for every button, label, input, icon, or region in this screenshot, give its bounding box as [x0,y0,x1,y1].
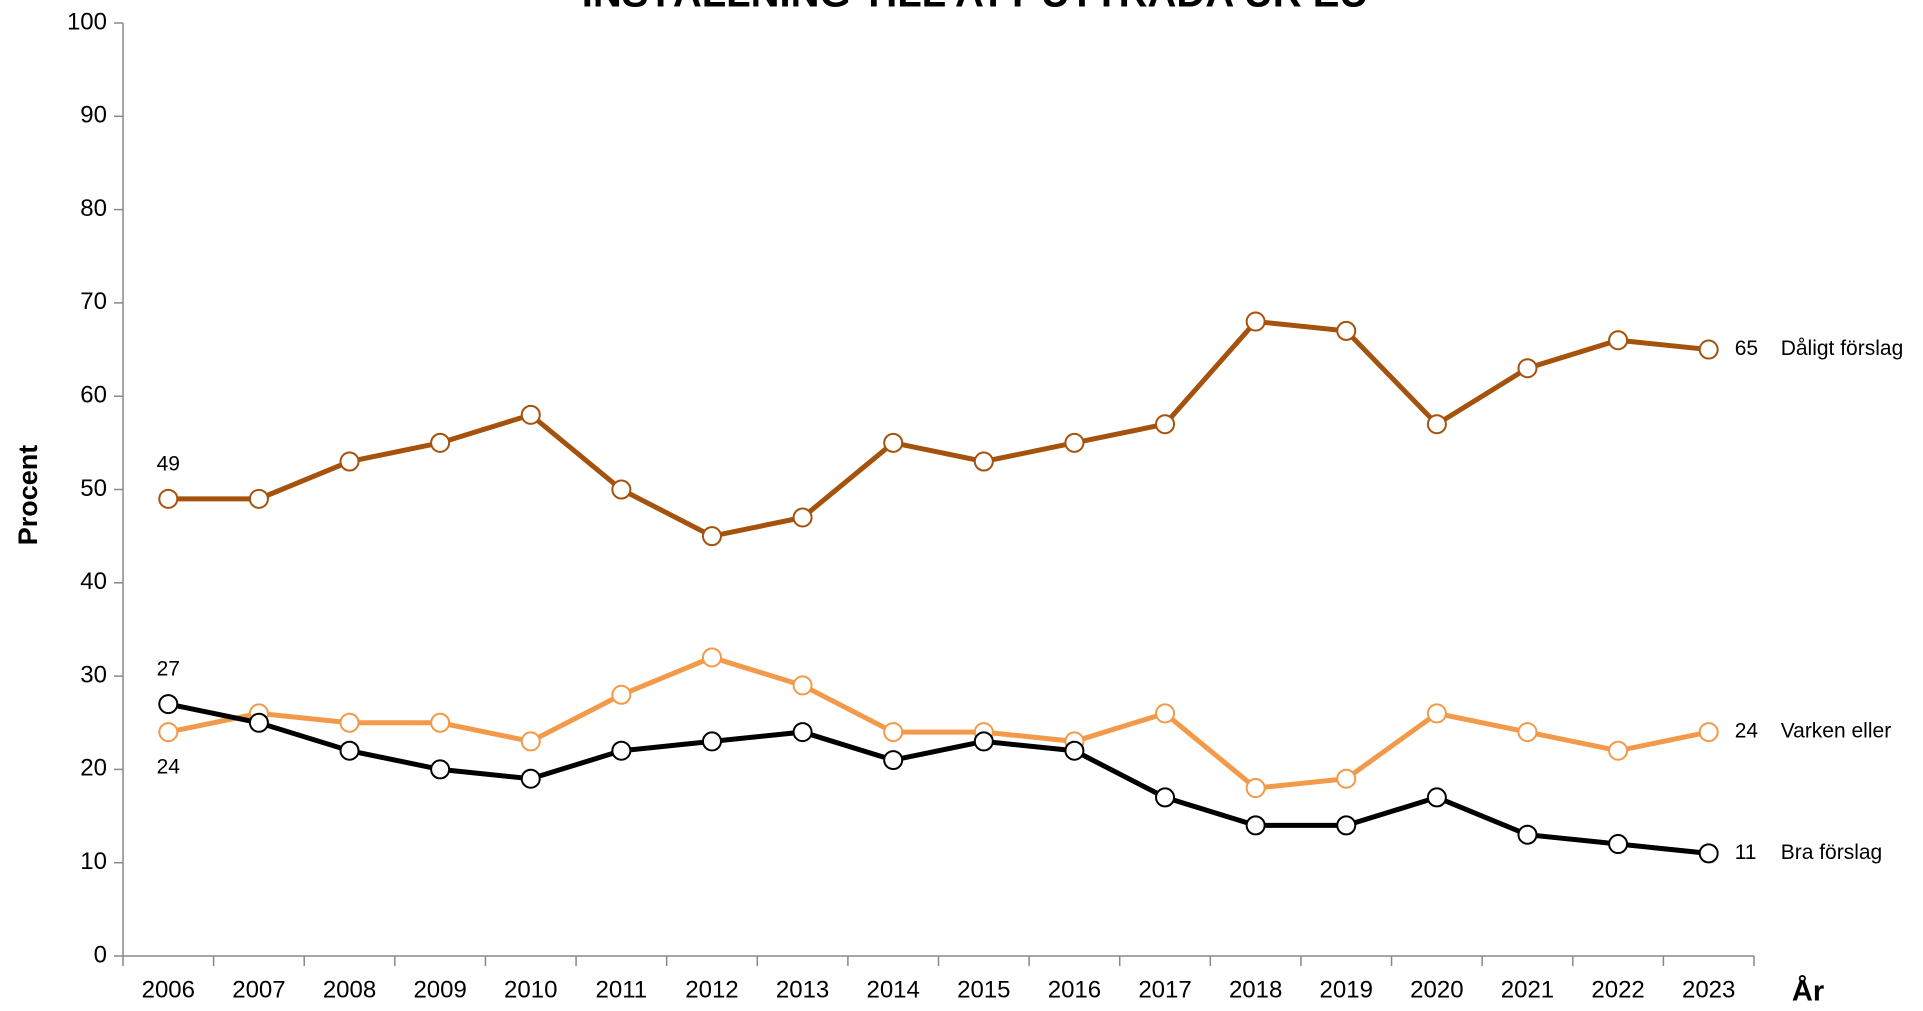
point [248,712,269,733]
series-name-label: Dåligt förslag [1781,337,1904,360]
x-tick-label: 2006 [142,976,195,1003]
point [1245,311,1266,332]
point [430,712,451,733]
point [611,740,632,761]
series-name-label: Bra förslag [1781,841,1883,864]
end-value-label: 65 [1735,337,1758,360]
x-tick-label: 2016 [1048,976,1101,1003]
x-tick-label: 2009 [413,976,466,1003]
point [1608,740,1629,761]
point [1155,414,1176,435]
series-line [167,701,1709,856]
x-tick-label: 2007 [232,976,285,1003]
series-line [167,654,1710,791]
point [520,731,541,752]
chart-title: INSTÄLLNING TILL ATT UTTRÄDA UR EU [582,0,1369,16]
point [1336,815,1357,836]
x-tick-label: 2013 [776,976,829,1003]
x-tick-label: 2010 [504,976,557,1003]
point [339,712,360,733]
start-value-label: 27 [157,658,180,681]
point [1064,740,1085,761]
y-tick-label: 30 [80,661,107,688]
y-tick-label: 10 [80,848,107,875]
point [1155,787,1176,808]
point [158,722,179,743]
point [1426,414,1447,435]
point [1245,815,1266,836]
point [248,488,269,509]
point [1336,320,1357,341]
point [701,731,722,752]
y-tick-label: 20 [80,755,107,782]
point [883,750,904,771]
point [1336,768,1357,789]
point [792,675,813,696]
series-name-label: Varken eller [1781,720,1892,743]
x-tick-label: 2011 [596,976,648,1003]
y-tick-label: 70 [80,288,107,315]
start-value-label: 49 [157,452,180,475]
x-tick-label: 2017 [1138,976,1191,1003]
y-tick-label: 90 [80,102,107,129]
x-tick-label: 2020 [1410,976,1463,1003]
point [1426,787,1447,808]
point [1698,722,1719,743]
point [1245,778,1266,799]
point [1155,703,1176,724]
point [1608,834,1629,855]
y-tick-label: 100 [67,8,107,35]
point [973,451,994,472]
y-tick-label: 80 [80,195,107,222]
point [611,479,632,500]
point [973,731,994,752]
y-axis-label: Procent [13,445,43,546]
point [430,432,451,453]
point [701,647,722,668]
point [158,694,179,715]
end-value-label: 11 [1735,841,1757,864]
x-tick-label: 2008 [323,976,376,1003]
x-tick-label: 2012 [685,976,738,1003]
point [792,722,813,743]
x-tick-label: 2019 [1320,976,1373,1003]
x-tick-label: 2014 [866,976,919,1003]
x-tick-label: 2021 [1501,976,1554,1003]
x-axis-label: År [1792,975,1824,1008]
point [1517,358,1538,379]
point [520,768,541,789]
point [1698,843,1719,864]
series-line [168,318,1709,539]
point [1064,432,1085,453]
x-tick-label: 2015 [957,976,1010,1003]
point [339,740,360,761]
point [701,526,722,547]
point [1426,703,1447,724]
y-tick-label: 0 [94,941,107,968]
point [792,507,813,528]
x-tick-label: 2018 [1229,976,1282,1003]
point [158,488,179,509]
end-value-label: 24 [1735,720,1759,743]
point [883,432,904,453]
point [1517,824,1538,845]
x-tick-label: 2022 [1591,976,1644,1003]
y-tick-label: 40 [80,568,107,595]
start-value-label: 24 [157,756,181,779]
x-tick-label: 2023 [1682,976,1735,1003]
point [339,451,360,472]
y-tick-label: 60 [80,382,107,409]
point [611,684,632,705]
y-tick-label: 50 [80,475,107,502]
point [883,722,904,743]
point [520,404,541,425]
point [1517,722,1538,743]
point [1698,339,1719,360]
point [1608,330,1629,351]
point [430,759,451,780]
